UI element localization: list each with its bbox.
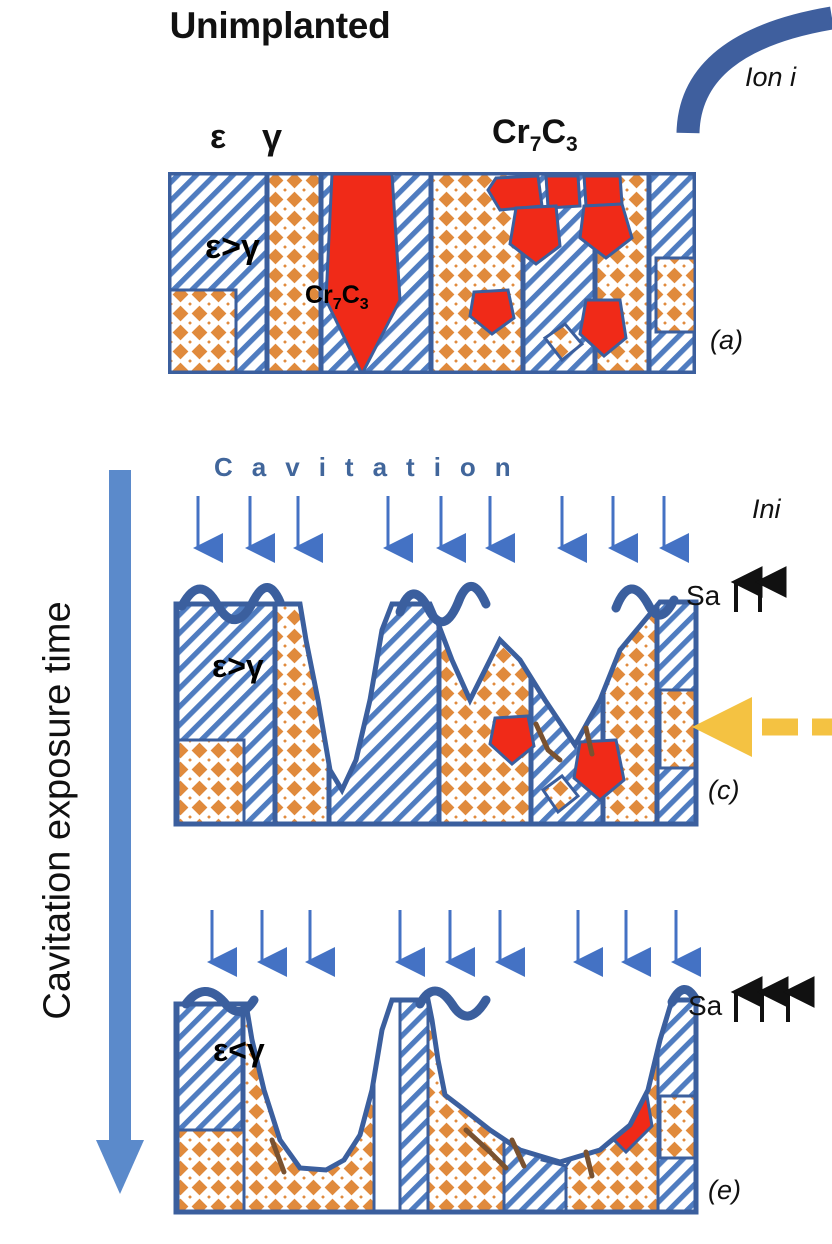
phase-label-gamma: γ: [262, 116, 283, 157]
panel-a-caption: (a): [710, 325, 743, 355]
initial-state-yellow-arrow: [692, 697, 832, 757]
panel-c-roughness-waves: [177, 582, 679, 627]
panel-c-roughness-label: Sa: [686, 580, 721, 611]
panel-a-microstructure: [168, 172, 696, 374]
carbide-inner-label: Cr7C3: [305, 281, 369, 314]
carbide-inner-cr: Cr: [305, 281, 333, 309]
sa-arrows-panel-c: [730, 566, 787, 612]
panel-e-caption: (e): [708, 1175, 741, 1205]
panel-c-cracks: [533, 721, 595, 763]
panel-e-roughness-label: Sa: [688, 990, 723, 1021]
panel-c-microstructure: [173, 582, 699, 827]
carbide-top-cr: Cr: [492, 113, 530, 151]
cavitation-arrows-panel-e: [207, 910, 701, 977]
panel-a-phase-relation: ε>γ: [205, 228, 260, 266]
panel-e-phase-relation: ε<γ: [213, 1032, 265, 1068]
panel-e-cracks: [269, 1127, 595, 1179]
carbide-top-c: C: [541, 113, 567, 151]
panel-c-phase-relation: ε>γ: [212, 648, 264, 684]
ion-implantation-label: Ion i: [745, 62, 797, 92]
phase-label-carbide-top: Cr7C3: [492, 113, 578, 157]
panel-e-roughness-waves: [181, 985, 701, 1021]
carbide-inner-sub3: 3: [359, 296, 369, 313]
phase-label-epsilon: ε: [210, 118, 227, 156]
panel-e-surface-profile: [173, 997, 699, 1215]
cavitation-exposure-time-axis-label: Cavitation exposure time: [36, 601, 79, 1020]
initial-state-label: Ini: [752, 494, 781, 524]
cavitation-heading: Cavitation: [214, 452, 530, 482]
sa-arrows-panel-e: [730, 976, 815, 1022]
panel-c-caption: (c): [708, 775, 740, 805]
cavitation-arrows-panel-c: [193, 496, 689, 563]
carbide-inner-sub7: 7: [332, 296, 342, 313]
page-title: Unimplanted: [169, 5, 391, 46]
ion-implantation-curved-arrow: [676, 6, 832, 134]
panel-e-microstructure: [173, 985, 701, 1215]
carbide-top-sub7: 7: [529, 132, 542, 156]
carbide-top-sub3: 3: [566, 132, 578, 156]
carbide-cluster: [468, 174, 634, 363]
carbide-inner-c: C: [341, 281, 360, 309]
cavitation-time-axis-arrow: [96, 470, 144, 1194]
